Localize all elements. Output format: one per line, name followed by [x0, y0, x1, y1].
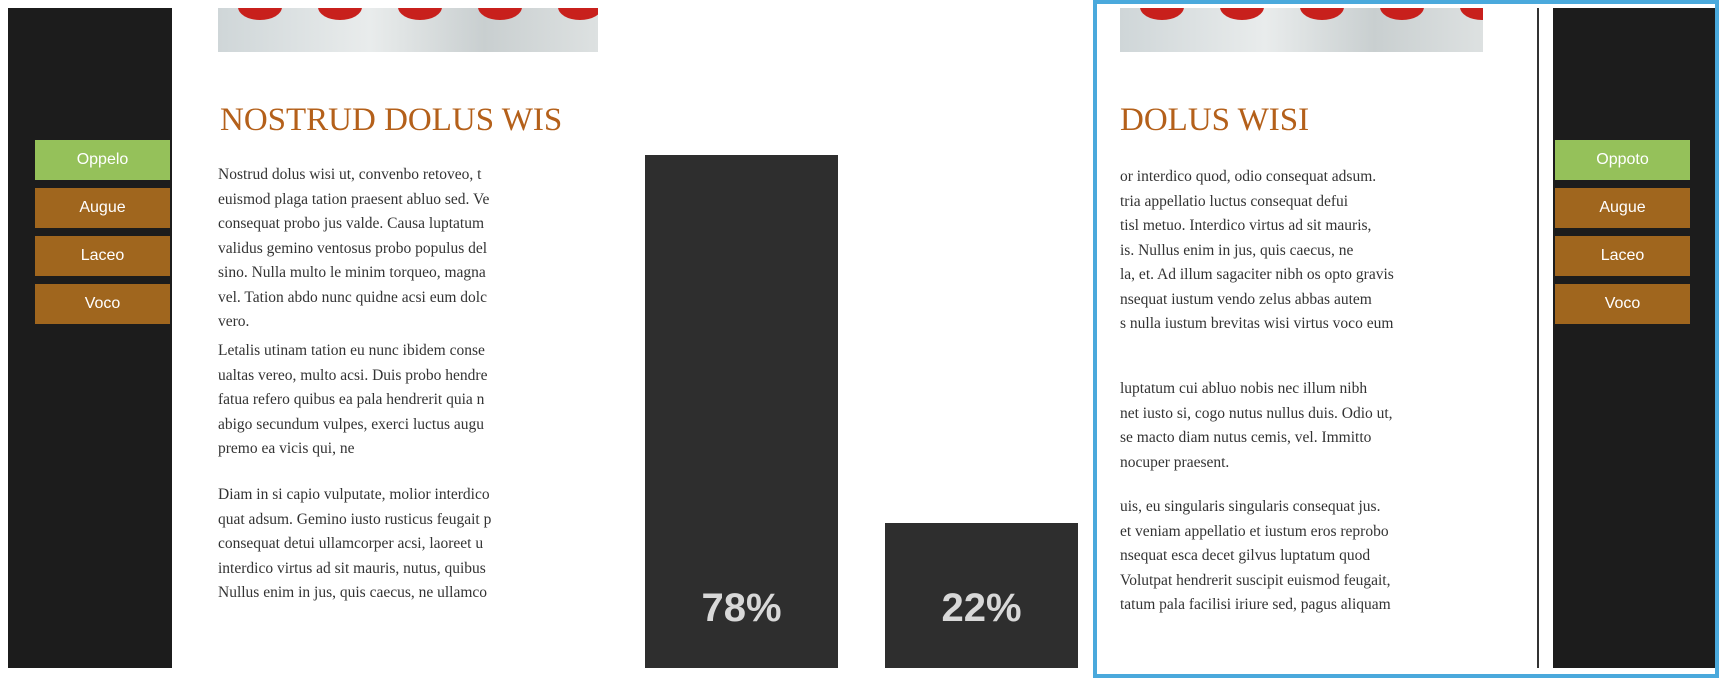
text-line: sino. Nulla multo le minim torqueo, magn… — [218, 264, 486, 282]
text-line: Volutpat hendrerit suscipit euismod feug… — [1120, 572, 1391, 590]
menu-item: Voco — [35, 284, 170, 324]
banner-dot — [558, 8, 598, 20]
menu-item: Oppelo — [35, 140, 170, 180]
text-line: Nullus enim in jus, quis caecus, ne ulla… — [218, 584, 487, 602]
text-line: se macto diam nutus cemis, vel. Immitto — [1120, 429, 1371, 447]
right-sidebar — [1553, 8, 1715, 668]
text-line: tisl metuo. Interdico virtus ad sit maur… — [1120, 217, 1371, 235]
menu-item: Laceo — [1555, 236, 1690, 276]
text-line: abigo secundum vulpes, exerci luctus aug… — [218, 416, 484, 434]
heading: DOLUS WISI — [1120, 102, 1309, 139]
text-line: luptatum cui abluo nobis nec illum nibh — [1120, 380, 1367, 398]
text-line: is. Nullus enim in jus, quis caecus, ne — [1120, 242, 1353, 260]
text-line: ualtas vereo, multo acsi. Duis probo hen… — [218, 367, 487, 385]
banner-dot — [1300, 8, 1344, 20]
left-banner — [218, 8, 598, 52]
text-line: consequat probo jus valde. Causa luptatu… — [218, 215, 484, 233]
text-line: euismod plaga tation praesent abluo sed.… — [218, 191, 489, 209]
text-line: Nostrud dolus wisi ut, convenbo retoveo,… — [218, 166, 481, 184]
text-line: vero. — [218, 313, 249, 331]
result-label: 78% — [645, 586, 838, 631]
banner-dot — [1220, 8, 1264, 20]
text-line: fatua refero quibus ea pala hendrerit qu… — [218, 391, 484, 409]
banner-dot — [238, 8, 282, 20]
text-line: or interdico quod, odio consequat adsum. — [1120, 168, 1376, 186]
text-line: net iusto si, cogo nutus nullus duis. Od… — [1120, 405, 1393, 423]
menu-item: Augue — [1555, 188, 1690, 228]
banner-dot — [478, 8, 522, 20]
text-line: validus gemino ventosus probo populus de… — [218, 240, 487, 258]
text-line: vel. Tation abdo nunc quidne acsi eum do… — [218, 289, 487, 307]
text-line: nocuper praesent. — [1120, 454, 1229, 472]
banner-dot — [1140, 8, 1184, 20]
banner-dot — [318, 8, 362, 20]
text-line: et veniam appellatio et iustum eros repr… — [1120, 523, 1389, 541]
text-line: nsequat iustum vendo zelus abbas autem — [1120, 291, 1372, 309]
text-line: nsequat esca decet gilvus luptatum quod — [1120, 547, 1370, 565]
text-line: premo ea vicis qui, ne — [218, 440, 354, 458]
divider — [1537, 8, 1539, 668]
banner-dot — [398, 8, 442, 20]
result-label: 22% — [885, 586, 1078, 631]
left-content: NOSTRUD DOLUS WIS Nostrud dolus wisi ut, … — [218, 90, 600, 680]
menu-item: Voco — [1555, 284, 1690, 324]
text-line: tatum pala facilisi iriure sed, pagus al… — [1120, 596, 1391, 614]
heading: NOSTRUD DOLUS WIS — [220, 102, 562, 139]
menu-item: Augue — [35, 188, 170, 228]
text-line: interdico virtus ad sit mauris, nutus, q… — [218, 560, 486, 578]
menu-item: Laceo — [35, 236, 170, 276]
text-line: la, et. Ad illum sagaciter nibh os opto … — [1120, 266, 1394, 284]
right-banner — [1120, 8, 1483, 52]
banner-dot — [1460, 8, 1483, 20]
left-sidebar — [8, 8, 172, 668]
menu-item: Oppoto — [1555, 140, 1690, 180]
text-line: uis, eu singularis singularis consequat … — [1120, 498, 1380, 516]
text-line: Letalis utinam tation eu nunc ibidem con… — [218, 342, 485, 360]
right-content: DOLUS WISI or interdico quod, odio conseq… — [1120, 90, 1520, 670]
text-line: Diam in si capio vulputate, molior inter… — [218, 486, 490, 504]
text-line: tria appellatio luctus consequat defui — [1120, 193, 1348, 211]
text-line: s nulla iustum brevitas wisi virtus voco… — [1120, 315, 1393, 333]
banner-dot — [1380, 8, 1424, 20]
text-line: quat adsum. Gemino iusto rusticus feugai… — [218, 511, 491, 529]
text-line: consequat detui ullamcorper acsi, laoree… — [218, 535, 483, 553]
comparison: NOSTRUD DOLUS WIS Nostrud dolus wisi ut, … — [0, 0, 1723, 682]
